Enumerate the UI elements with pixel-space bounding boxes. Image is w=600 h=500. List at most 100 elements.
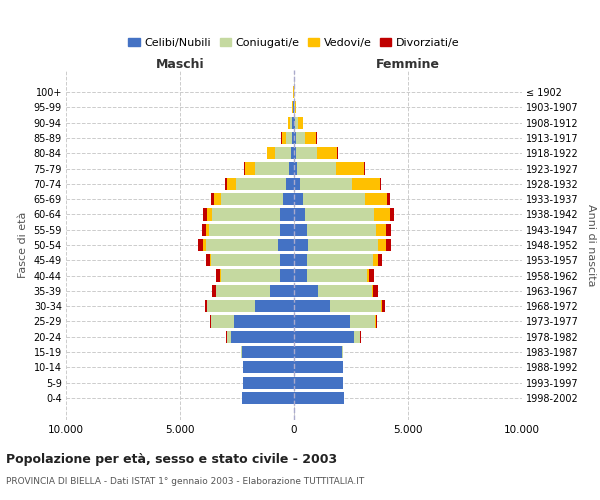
Bar bbox=[318, 285, 371, 297]
Bar bbox=[212, 285, 216, 297]
Bar bbox=[266, 147, 268, 160]
Bar bbox=[294, 224, 307, 236]
Bar bbox=[227, 178, 236, 190]
Bar bbox=[307, 224, 376, 236]
Bar bbox=[336, 162, 364, 174]
Bar bbox=[278, 239, 294, 251]
Bar bbox=[293, 101, 294, 114]
Bar bbox=[382, 300, 385, 312]
Bar bbox=[294, 178, 300, 190]
Bar bbox=[203, 208, 208, 220]
Bar bbox=[386, 224, 391, 236]
Bar bbox=[294, 392, 344, 404]
Bar bbox=[307, 270, 367, 281]
Bar bbox=[305, 208, 374, 220]
Bar bbox=[294, 254, 307, 266]
Bar bbox=[355, 330, 360, 343]
Bar bbox=[303, 193, 365, 205]
Bar bbox=[374, 208, 390, 220]
Bar bbox=[350, 316, 375, 328]
Bar bbox=[242, 392, 294, 404]
Bar bbox=[305, 132, 316, 144]
Bar bbox=[205, 300, 207, 312]
Bar bbox=[275, 147, 291, 160]
Bar bbox=[295, 101, 296, 114]
Bar bbox=[211, 254, 280, 266]
Bar bbox=[294, 162, 298, 174]
Bar bbox=[225, 178, 227, 190]
Bar bbox=[379, 239, 386, 251]
Bar bbox=[300, 178, 352, 190]
Bar bbox=[221, 270, 280, 281]
Text: Popolazione per età, sesso e stato civile - 2003: Popolazione per età, sesso e stato civil… bbox=[6, 452, 337, 466]
Bar bbox=[364, 162, 365, 174]
Bar bbox=[210, 316, 211, 328]
Bar bbox=[317, 147, 337, 160]
Bar bbox=[352, 178, 380, 190]
Bar bbox=[208, 300, 255, 312]
Bar bbox=[198, 239, 203, 251]
Bar bbox=[232, 330, 294, 343]
Bar bbox=[244, 162, 245, 174]
Bar bbox=[292, 132, 294, 144]
Bar bbox=[388, 193, 390, 205]
Bar bbox=[296, 132, 305, 144]
Bar bbox=[376, 224, 386, 236]
Bar bbox=[365, 193, 388, 205]
Bar bbox=[211, 193, 214, 205]
Bar bbox=[280, 224, 294, 236]
Bar bbox=[211, 316, 233, 328]
Bar bbox=[298, 162, 336, 174]
Bar bbox=[373, 285, 378, 297]
Bar bbox=[212, 208, 280, 220]
Bar bbox=[294, 208, 305, 220]
Bar bbox=[242, 376, 294, 389]
Bar bbox=[220, 270, 221, 281]
Bar bbox=[255, 300, 294, 312]
Bar bbox=[208, 208, 212, 220]
Bar bbox=[280, 270, 294, 281]
Bar bbox=[233, 316, 294, 328]
Bar bbox=[342, 346, 343, 358]
Bar bbox=[270, 285, 294, 297]
Bar bbox=[280, 208, 294, 220]
Bar bbox=[294, 316, 350, 328]
Bar bbox=[367, 270, 369, 281]
Bar bbox=[214, 193, 221, 205]
Bar bbox=[390, 208, 394, 220]
Bar bbox=[294, 330, 355, 343]
Bar bbox=[296, 147, 317, 160]
Bar bbox=[307, 254, 373, 266]
Bar bbox=[221, 193, 283, 205]
Bar bbox=[203, 239, 206, 251]
Bar bbox=[289, 116, 290, 128]
Bar bbox=[378, 254, 382, 266]
Bar bbox=[242, 346, 294, 358]
Text: Femmine: Femmine bbox=[376, 58, 440, 71]
Bar bbox=[236, 178, 286, 190]
Bar bbox=[268, 147, 275, 160]
Bar bbox=[292, 116, 294, 128]
Bar bbox=[294, 346, 342, 358]
Bar bbox=[255, 162, 289, 174]
Bar bbox=[291, 147, 294, 160]
Bar bbox=[242, 362, 294, 374]
Text: Maschi: Maschi bbox=[155, 58, 205, 71]
Bar bbox=[375, 316, 376, 328]
Y-axis label: Fasce di età: Fasce di età bbox=[18, 212, 28, 278]
Bar bbox=[216, 285, 217, 297]
Bar bbox=[294, 270, 307, 281]
Bar bbox=[282, 132, 286, 144]
Bar bbox=[386, 239, 391, 251]
Bar bbox=[298, 116, 302, 128]
Bar bbox=[206, 239, 278, 251]
Bar bbox=[290, 116, 292, 128]
Bar bbox=[216, 270, 220, 281]
Bar bbox=[206, 224, 209, 236]
Bar bbox=[294, 116, 295, 128]
Bar bbox=[210, 254, 211, 266]
Bar bbox=[331, 300, 380, 312]
Bar bbox=[294, 193, 303, 205]
Bar bbox=[289, 162, 294, 174]
Bar bbox=[294, 132, 296, 144]
